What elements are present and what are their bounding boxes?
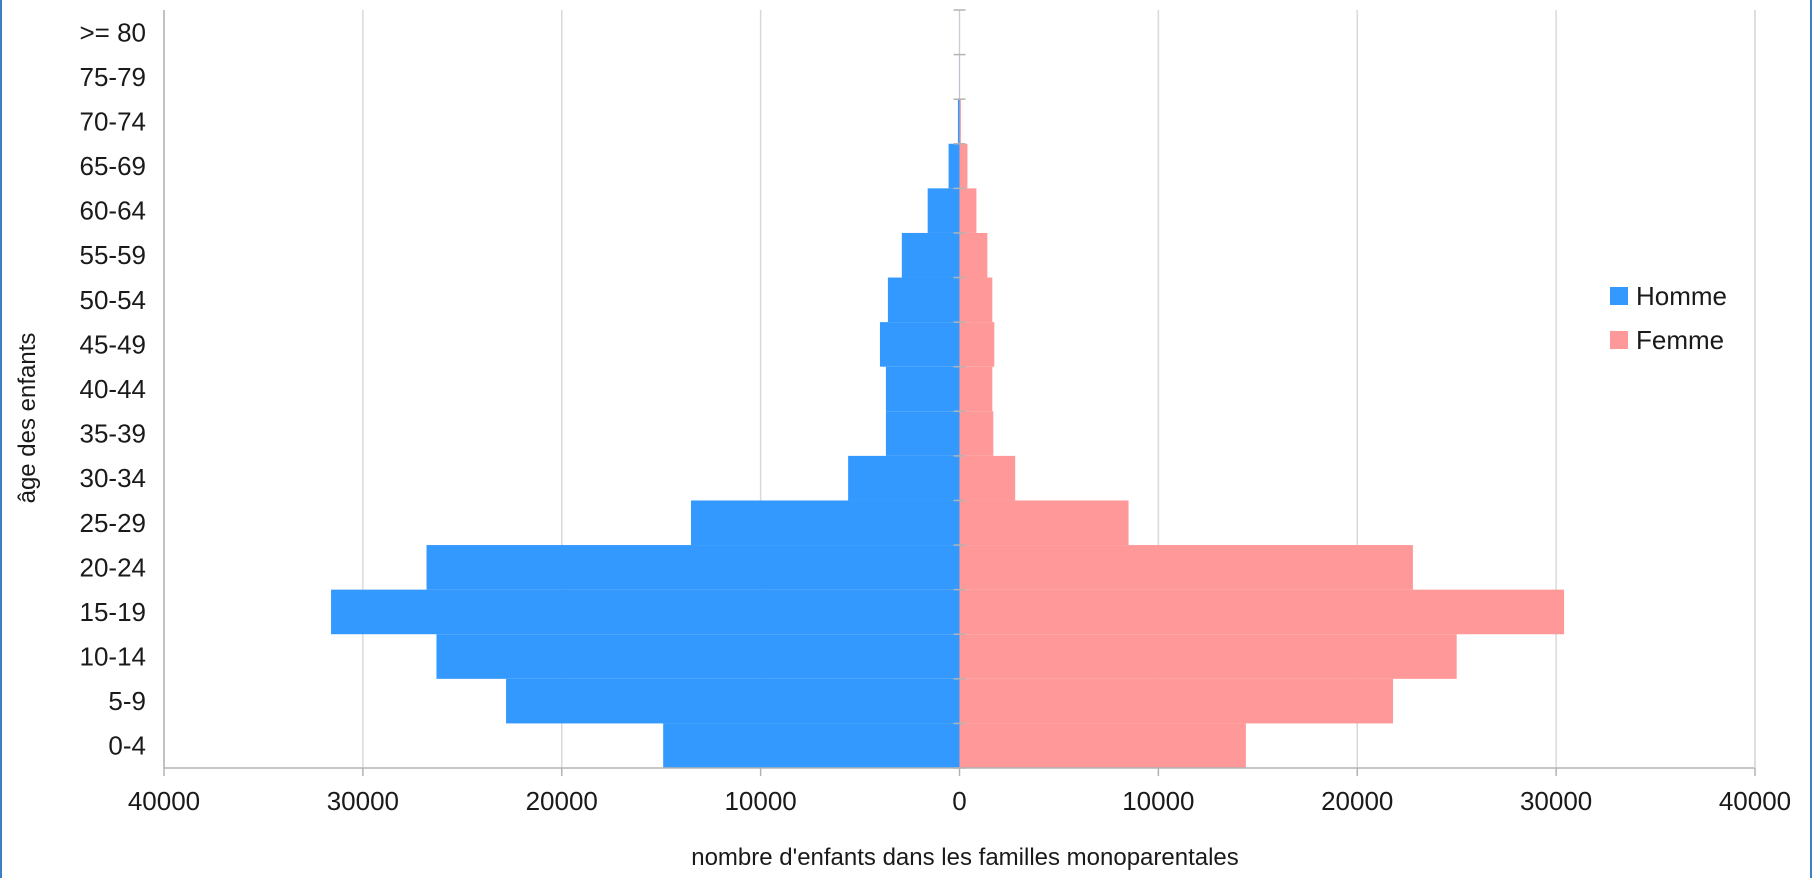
bar-homme	[331, 590, 959, 635]
bar-femme	[960, 322, 995, 367]
x-tick-label: 0	[952, 786, 966, 816]
bar-femme	[960, 144, 968, 189]
x-tick-labels: 40000 30000 20000 10000 0 10000 20000 30000 4000…	[128, 786, 1791, 816]
y-tick-label: 5-9	[108, 686, 146, 716]
x-tick-label: 30000	[327, 786, 399, 816]
y-tick-label: 10-14	[80, 642, 147, 672]
x-tick-label: 20000	[1321, 786, 1393, 816]
bar-femme	[960, 233, 988, 278]
bar-homme	[928, 188, 960, 233]
bar-femme	[960, 590, 1565, 635]
legend-label-femme: Femme	[1636, 325, 1724, 355]
bar-homme	[886, 411, 960, 456]
x-tick-label: 40000	[128, 786, 200, 816]
y-axis-label: âge des enfants	[14, 333, 41, 504]
y-tick-label: 55-59	[80, 240, 147, 270]
y-tick-label: 65-69	[80, 151, 147, 181]
x-tick-label: 10000	[724, 786, 796, 816]
bar-homme	[886, 367, 960, 412]
y-tick-label: 45-49	[80, 329, 147, 359]
bar-femme	[960, 99, 961, 144]
bar-homme	[691, 500, 959, 545]
legend-label-homme: Homme	[1636, 281, 1727, 311]
y-tick-label: 35-39	[80, 419, 147, 449]
bar-homme	[958, 99, 960, 144]
y-tick-label: >= 80	[79, 17, 146, 47]
bar-homme	[427, 545, 960, 590]
bar-femme	[960, 679, 1394, 724]
bar-femme	[960, 188, 977, 233]
bar-homme	[663, 723, 959, 768]
bar-femme	[960, 500, 1129, 545]
bar-femme	[960, 456, 1016, 501]
bar-femme	[960, 411, 994, 456]
x-tick-label: 10000	[1122, 786, 1194, 816]
bar-homme	[880, 322, 960, 367]
bar-homme	[949, 144, 960, 189]
bar-femme	[960, 278, 993, 323]
x-tick-label: 30000	[1520, 786, 1592, 816]
legend: Homme Femme	[1610, 281, 1727, 355]
bar-femme	[960, 545, 1413, 590]
y-tick-label: 0-4	[108, 731, 146, 761]
y-tick-label: 75-79	[80, 62, 147, 92]
x-tick-label: 20000	[526, 786, 598, 816]
y-tick-label: 60-64	[80, 196, 147, 226]
y-tick-label: 50-54	[80, 285, 147, 315]
bars	[331, 10, 1564, 768]
x-axis-label: nombre d'enfants dans les familles monop…	[691, 844, 1239, 871]
y-tick-labels: 0-4 5-9 10-14 15-19 20-24 25-29 30-34 35-39 40-4…	[79, 17, 146, 760]
bar-homme	[902, 233, 960, 278]
bar-homme	[848, 456, 959, 501]
y-tick-label: 20-24	[80, 552, 147, 582]
legend-swatch-homme	[1610, 287, 1628, 305]
y-tick-label: 25-29	[80, 508, 147, 538]
legend-swatch-femme	[1610, 331, 1628, 349]
bar-femme	[960, 723, 1246, 768]
y-tick-label: 30-34	[80, 463, 147, 493]
y-tick-label: 70-74	[80, 106, 147, 136]
y-tick-label: 15-19	[80, 597, 147, 627]
bar-femme	[960, 367, 993, 412]
bar-femme	[960, 634, 1457, 679]
x-tick-label: 40000	[1719, 786, 1791, 816]
bar-homme	[506, 679, 959, 724]
bar-homme	[436, 634, 959, 679]
bar-homme	[888, 278, 960, 323]
y-tick-label: 40-44	[80, 374, 147, 404]
